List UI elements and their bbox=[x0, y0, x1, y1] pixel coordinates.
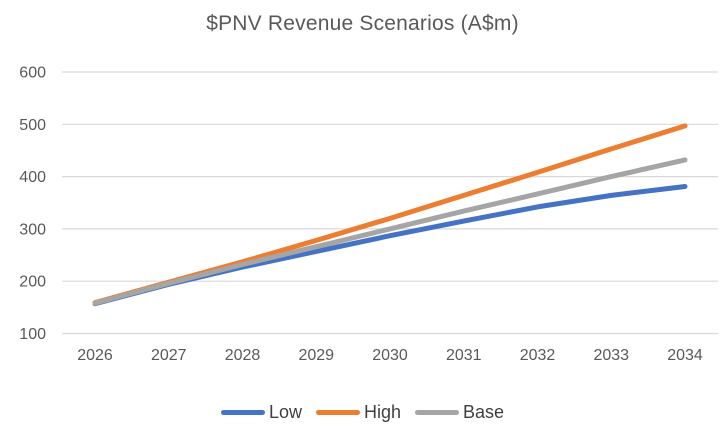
series-line-high bbox=[92, 123, 688, 306]
x-axis-tick-label-2026: 2026 bbox=[77, 347, 113, 364]
y-axis-tick-label: 500 bbox=[19, 117, 46, 134]
x-axis-tick-label-2033: 2033 bbox=[593, 347, 629, 364]
x-axis-tick-label-2034: 2034 bbox=[667, 347, 703, 364]
x-axis-tick-label-2028: 2028 bbox=[225, 347, 261, 364]
x-axis-tick-label-2031: 2031 bbox=[446, 347, 482, 364]
legend-label-low: Low bbox=[268, 402, 302, 422]
legend-item-high: High bbox=[315, 402, 402, 423]
y-axis-tick-label: 600 bbox=[19, 65, 46, 82]
chart-legend: Low High Base bbox=[0, 402, 725, 423]
legend-swatch-high bbox=[315, 410, 360, 415]
legend-swatch-base bbox=[415, 410, 460, 415]
x-axis-tick-label-2030: 2030 bbox=[372, 347, 408, 364]
legend-label-high: High bbox=[363, 402, 402, 422]
y-axis-tick-label: 300 bbox=[19, 221, 46, 238]
legend-swatch-low bbox=[220, 410, 265, 415]
chart-title: $PNV Revenue Scenarios (A$m) bbox=[206, 12, 519, 35]
series-line-low bbox=[92, 184, 688, 307]
series-line-base bbox=[92, 157, 688, 306]
y-axis-tick-label: 100 bbox=[19, 326, 46, 343]
x-axis-tick-label-2032: 2032 bbox=[520, 347, 556, 364]
x-axis-tick-label-2029: 2029 bbox=[298, 347, 334, 364]
legend-item-low: Low bbox=[220, 402, 302, 423]
x-axis-tick-label-2027: 2027 bbox=[151, 347, 187, 364]
legend-item-base: Base bbox=[415, 402, 504, 423]
legend-label-base: Base bbox=[463, 402, 505, 422]
y-axis-tick-label: 400 bbox=[19, 169, 46, 186]
y-axis-tick-label: 200 bbox=[19, 274, 46, 291]
